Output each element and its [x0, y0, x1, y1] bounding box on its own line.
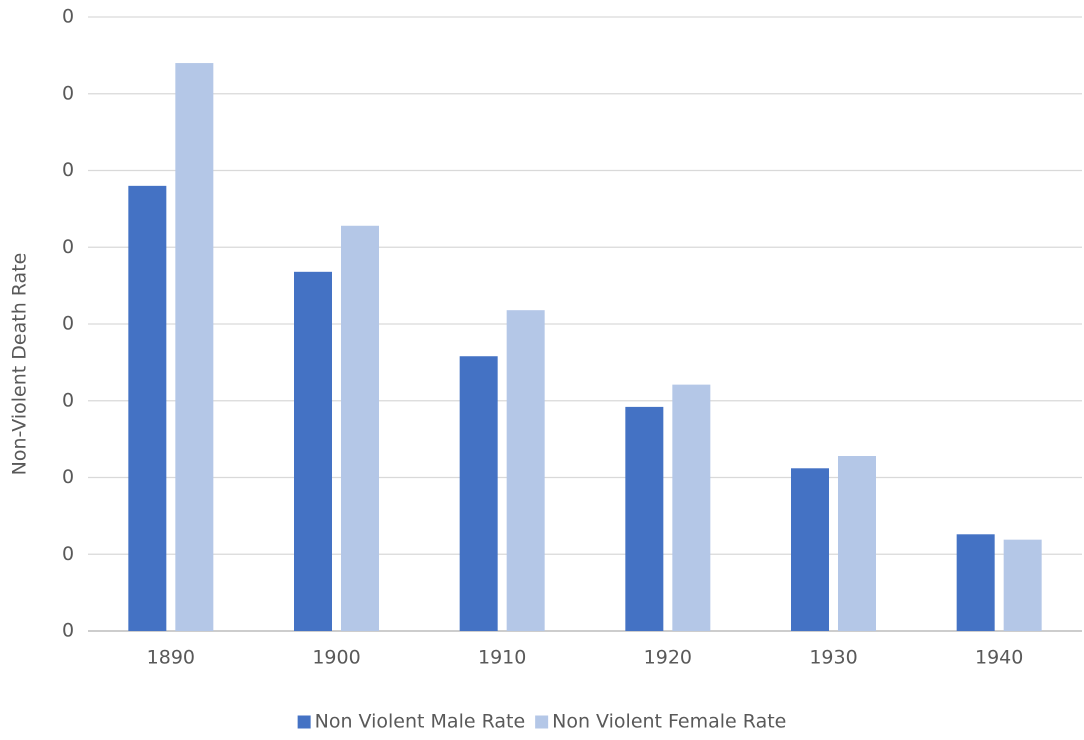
- bar: [1003, 539, 1042, 631]
- x-tick-label: 1900: [312, 647, 360, 669]
- bar: [838, 456, 876, 631]
- bar: [791, 468, 829, 631]
- x-tick-label: 1890: [147, 647, 195, 669]
- legend-swatch: [297, 715, 311, 729]
- bar: [294, 271, 332, 631]
- legend-swatch: [535, 715, 549, 729]
- bar: [625, 406, 664, 631]
- y-tick-label: 0: [62, 466, 74, 488]
- y-tick-label: 0: [62, 313, 74, 335]
- bar: [341, 225, 379, 631]
- y-tick-label: 0: [62, 159, 74, 181]
- y-tick-label: 0: [62, 389, 74, 411]
- x-tick-label: 1920: [644, 647, 692, 669]
- y-tick-label: 0: [62, 620, 74, 642]
- y-axis-title: Non-Violent Death Rate: [9, 253, 31, 476]
- x-tick-label: 1930: [809, 647, 857, 669]
- bar: [672, 384, 711, 631]
- y-tick-label: 0: [62, 543, 74, 565]
- y-tick-label: 0: [62, 6, 74, 28]
- bar: [956, 534, 995, 631]
- y-tick-label: 0: [62, 236, 74, 258]
- bar: [128, 185, 167, 631]
- legend-label: Non Violent Female Rate: [552, 711, 786, 733]
- bar: [175, 63, 214, 632]
- x-tick-label: 1910: [478, 647, 526, 669]
- legend-label: Non Violent Male Rate: [315, 711, 526, 733]
- bar: [506, 310, 545, 631]
- bar: [459, 356, 498, 631]
- x-tick-label: 1940: [975, 647, 1023, 669]
- y-tick-label: 0: [62, 82, 74, 104]
